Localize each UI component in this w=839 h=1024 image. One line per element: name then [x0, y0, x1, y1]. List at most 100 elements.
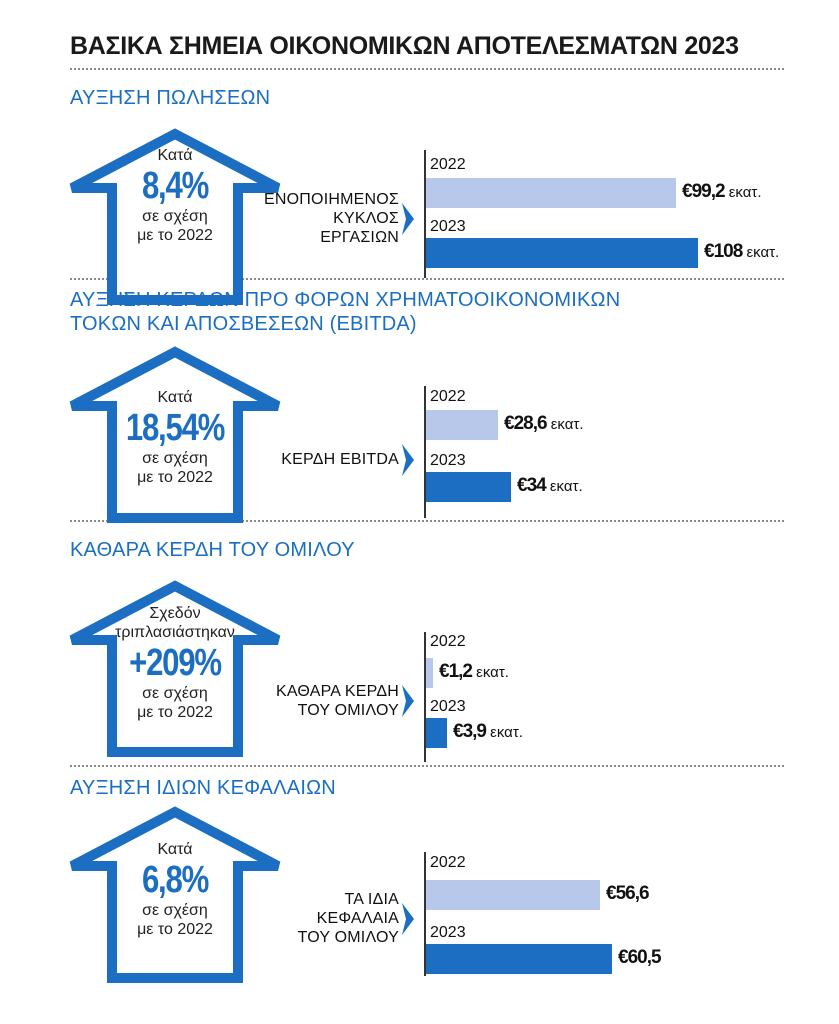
section-title-line: ΑΥΞΗΣΗ ΚΕΡΔΩΝ ΠΡΟ ΦΟΡΩΝ ΧΡΗΜΑΤΟΟΙΚΟΝΟΜΙΚ… — [70, 289, 621, 311]
house-arrow-icon — [69, 346, 281, 523]
bar-2023 — [426, 472, 511, 502]
bar-year-label: 2022 — [430, 388, 466, 405]
chevron-right-icon — [402, 443, 416, 481]
bar-value: €99,2 — [682, 181, 726, 202]
chevron-right-icon — [402, 902, 416, 940]
bar-unit: εκατ. — [485, 724, 523, 741]
bar-year-label: 2023 — [430, 698, 466, 715]
metric-label-line: ΕΡΓΑΣΙΩΝ — [320, 229, 399, 246]
bar-value: €28,6 — [504, 413, 548, 434]
house-percentage: +209% — [129, 642, 222, 684]
metric-label-line: ΤΑ ΙΔΙΑ — [344, 891, 399, 908]
bar-value: €1,2 — [439, 661, 473, 682]
metric-label-line: ΤΟΥ ΟΜΙΛΟΥ — [297, 929, 399, 946]
metric-label-line: ΤΟΥ ΟΜΙΛΟΥ — [297, 702, 399, 719]
metric-label: ΚΕΡΔΗ EBITDA — [281, 450, 399, 469]
bar-value: €60,5 — [618, 947, 662, 968]
house-percentage: 18,54% — [125, 407, 226, 449]
house-post-text: με το 2022 — [137, 704, 213, 721]
house-pre-text: Σχεδόν — [149, 605, 201, 622]
house-arrow: Κατά 8,4% σε σχέση με το 2022 — [60, 128, 290, 318]
section-title-line: ΑΥΞΗΣΗ ΠΩΛΗΣΕΩΝ — [70, 87, 271, 109]
chevron-right-icon — [402, 202, 416, 240]
bar-2022 — [426, 410, 498, 440]
bar-value-label: €60,5 — [618, 947, 662, 969]
section-2: ΑΥΞΗΣΗ ΚΕΡΔΩΝ ΠΡΟ ΦΟΡΩΝ ΧΡΗΜΑΤΟΟΙΚΟΝΟΜΙΚ… — [0, 288, 839, 528]
bar-unit: εκατ. — [545, 478, 583, 495]
section-3: ΚΑΘΑΡΑ ΚΕΡΔΗ ΤΟΥ ΟΜΙΛΟΥ Σχεδόν τριπλασιάστ… — [0, 538, 839, 778]
house-post-text: σε σχέση — [142, 450, 208, 467]
bar-value-label: €28,6 εκατ. — [504, 413, 583, 435]
bar-year-label: 2023 — [430, 218, 466, 235]
house-arrow-icon — [69, 128, 281, 305]
metric-label: ΤΑ ΙΔΙΑ ΚΕΦΑΛΑΙΑ ΤΟΥ ΟΜΙΛΟΥ — [298, 890, 399, 947]
bar-year-label: 2023 — [430, 452, 466, 469]
house-pre-text: Κατά — [157, 147, 193, 164]
bar-value-label: €108 εκατ. — [704, 241, 779, 263]
bar-value: €3,9 — [453, 721, 487, 742]
section-title: ΚΑΘΑΡΑ ΚΕΡΔΗ ΤΟΥ ΟΜΙΛΟΥ — [70, 538, 355, 562]
metric-label-line: ΚΑΘΑΡΑ ΚΕΡΔΗ — [275, 683, 399, 700]
house-text: Κατά 8,4% σε σχέση με το 2022 — [100, 146, 250, 245]
house-text: Κατά 18,54% σε σχέση με το 2022 — [100, 388, 250, 487]
section-divider — [70, 520, 784, 522]
house-post-text: με το 2022 — [137, 469, 213, 486]
house-arrow: Κατά 6,8% σε σχέση με το 2022 — [60, 806, 290, 996]
chart-axis — [424, 386, 426, 518]
bar-year-label: 2022 — [430, 156, 466, 173]
house-arrow: Κατά 18,54% σε σχέση με το 2022 — [60, 346, 290, 536]
section-title-line: ΚΑΘΑΡΑ ΚΕΡΔΗ ΤΟΥ ΟΜΙΛΟΥ — [70, 539, 355, 561]
section-1: ΑΥΞΗΣΗ ΠΩΛΗΣΕΩΝ Κατά 8,4% σε σχέση με το 202… — [0, 86, 839, 326]
house-post-text: σε σχέση — [142, 208, 208, 225]
house-text: Κατά 6,8% σε σχέση με το 2022 — [100, 840, 250, 939]
metric-label-line: ΚΥΚΛΟΣ — [333, 210, 399, 227]
metric-label-line: ΕΝΟΠΟΙΗΜΕΝΟΣ — [264, 191, 399, 208]
section-4: ΑΥΞΗΣΗ ΙΔΙΩΝ ΚΕΦΑΛΑΙΩΝ Κατά 6,8% σε σχέση με… — [0, 776, 839, 1016]
section-title: ΑΥΞΗΣΗ ΙΔΙΩΝ ΚΕΦΑΛΑΙΩΝ — [70, 776, 336, 800]
bar-value: €108 — [704, 241, 743, 262]
house-post-text: με το 2022 — [137, 921, 213, 938]
house-post-text: σε σχέση — [142, 685, 208, 702]
metric-label-line: ΚΕΡΔΗ EBITDA — [281, 451, 399, 468]
section-title-line: ΤΟΚΩΝ ΚΑΙ ΑΠΟΣΒΕΣΕΩΝ (EBITDA) — [70, 313, 417, 335]
title-divider — [70, 68, 784, 70]
chart-axis — [424, 852, 426, 976]
page-title: ΒΑΣΙΚΑ ΣΗΜΕΙΑ ΟΙΚΟΝΟΜΙΚΩΝ ΑΠΟΤΕΛΕΣΜΑΤΩΝ … — [70, 32, 739, 60]
house-arrow-icon — [69, 806, 281, 983]
bar-2023 — [426, 944, 612, 974]
bar-unit: εκατ. — [724, 184, 762, 201]
bar-2022 — [426, 178, 676, 208]
house-post-text: με το 2022 — [137, 227, 213, 244]
metric-label: ΚΑΘΑΡΑ ΚΕΡΔΗ ΤΟΥ ΟΜΙΛΟΥ — [276, 682, 399, 720]
section-title: ΑΥΞΗΣΗ ΚΕΡΔΩΝ ΠΡΟ ΦΟΡΩΝ ΧΡΗΜΑΤΟΟΙΚΟΝΟΜΙΚ… — [70, 288, 620, 336]
bar-value-label: €3,9 εκατ. — [453, 721, 523, 743]
bar-unit: εκατ. — [546, 416, 584, 433]
bar-year-label: 2022 — [430, 854, 466, 871]
section-title-line: ΑΥΞΗΣΗ ΙΔΙΩΝ ΚΕΦΑΛΑΙΩΝ — [70, 777, 336, 799]
bar-year-label: 2022 — [430, 633, 466, 650]
metric-label-line: ΚΕΦΑΛΑΙΑ — [316, 910, 399, 927]
house-pre-text: τριπλασιάστηκαν — [115, 624, 235, 641]
house-text: Σχεδόν τριπλασιάστηκαν +209% σε σχέση με το … — [100, 604, 250, 722]
bar-value: €56,6 — [606, 883, 650, 904]
section-divider — [70, 278, 784, 280]
bar-year-label: 2023 — [430, 924, 466, 941]
bar-2023 — [426, 238, 698, 268]
section-divider — [70, 765, 784, 767]
house-pre-text: Κατά — [157, 389, 193, 406]
bar-value-label: €99,2 εκατ. — [682, 181, 761, 203]
chevron-right-icon — [402, 685, 416, 722]
house-percentage: 6,8% — [141, 859, 209, 901]
bar-value-label: €34 εκατ. — [517, 475, 583, 497]
house-arrow: Σχεδόν τριπλασιάστηκαν +209% σε σχέση με το … — [60, 580, 290, 770]
bar-value-label: €56,6 — [606, 883, 650, 905]
bar-2023 — [426, 718, 447, 748]
chart-axis — [424, 632, 426, 762]
bar-value-label: €1,2 εκατ. — [439, 661, 509, 683]
metric-label: ΕΝΟΠΟΙΗΜΕΝΟΣ ΚΥΚΛΟΣ ΕΡΓΑΣΙΩΝ — [264, 190, 399, 247]
bar-unit: εκατ. — [742, 244, 780, 261]
bar-value: €34 — [517, 475, 547, 496]
bar-2022 — [426, 658, 433, 688]
chart-axis — [424, 150, 426, 278]
house-arrow-icon — [69, 580, 281, 757]
